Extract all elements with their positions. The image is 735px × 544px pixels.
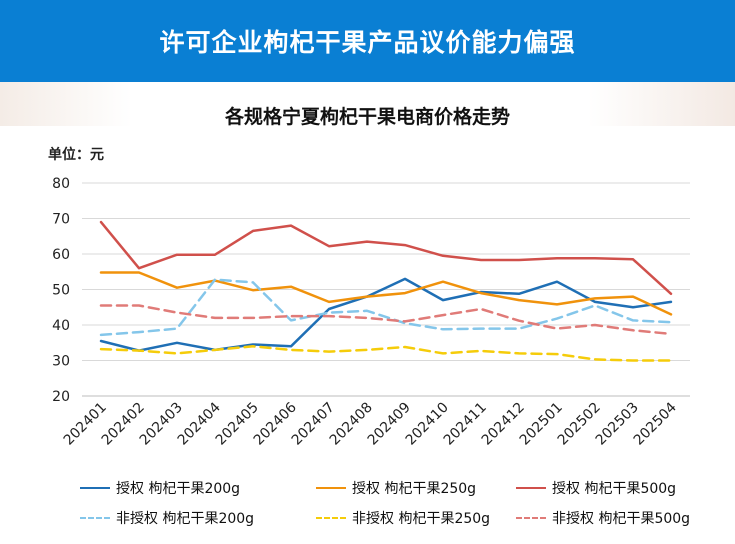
y-tick-label: 70 — [52, 212, 70, 228]
y-tick-label: 50 — [52, 283, 70, 299]
legend-item: 授权 枸杞干果200g — [80, 478, 240, 498]
y-tick-label: 60 — [52, 247, 70, 263]
legend-swatch — [316, 517, 346, 519]
legend-label: 非授权 枸杞干果250g — [352, 508, 490, 528]
series-line — [101, 222, 671, 294]
legend-label: 授权 枸杞干果500g — [552, 478, 676, 498]
x-axis-ticks: 2024012024022024032024042024052024062024… — [61, 399, 680, 448]
series-lines — [101, 222, 671, 360]
y-tick-label: 40 — [52, 318, 70, 334]
legend-item: 授权 枸杞干果250g — [316, 478, 476, 498]
legend-item: 非授权 枸杞干果200g — [80, 508, 254, 528]
legend-swatch — [80, 487, 110, 489]
legend-swatch — [516, 517, 546, 519]
legend-item: 非授权 枸杞干果250g — [316, 508, 490, 528]
y-tick-label: 80 — [52, 176, 70, 192]
y-tick-label: 30 — [52, 354, 70, 370]
legend-label: 非授权 枸杞干果200g — [116, 508, 254, 528]
y-tick-label: 20 — [52, 389, 70, 405]
legend-label: 非授权 枸杞干果500g — [552, 508, 690, 528]
legend-item: 非授权 枸杞干果500g — [516, 508, 690, 528]
grid — [82, 183, 690, 396]
legend-swatch — [316, 487, 346, 489]
legend-item: 授权 枸杞干果500g — [516, 478, 676, 498]
legend-label: 授权 枸杞干果200g — [116, 478, 240, 498]
series-line — [101, 346, 671, 360]
legend-swatch — [516, 487, 546, 489]
legend-label: 授权 枸杞干果250g — [352, 478, 476, 498]
y-axis-ticks: 20 30 40 50 60 70 80 — [52, 176, 70, 405]
legend-swatch — [80, 517, 110, 519]
x-tick-label: 202504 — [631, 399, 680, 448]
